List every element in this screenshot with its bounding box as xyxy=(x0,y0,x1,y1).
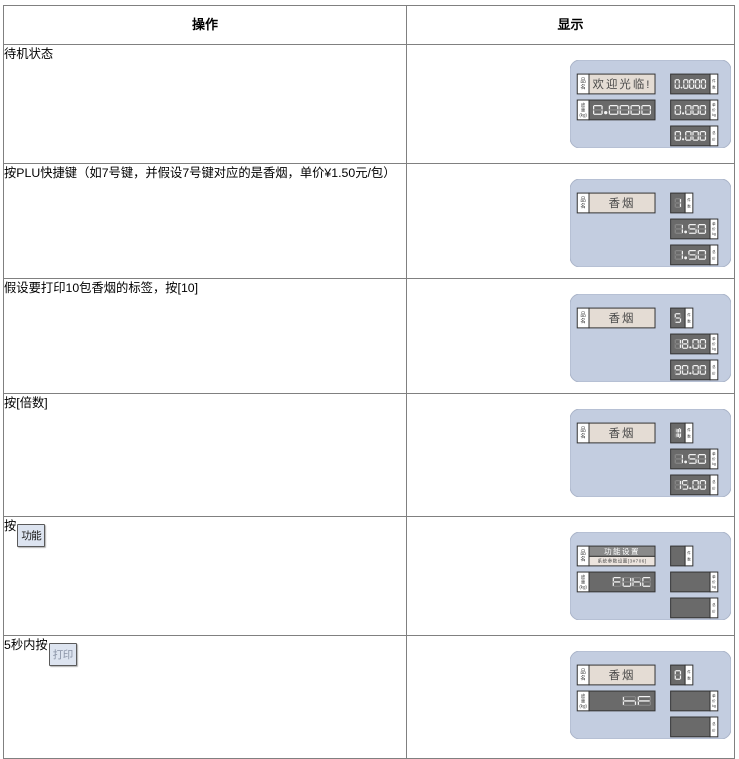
svg-text:(kg): (kg) xyxy=(579,112,587,117)
svg-text:价: 价 xyxy=(712,136,716,141)
svg-text:价: 价 xyxy=(712,457,716,462)
svg-text:价: 价 xyxy=(712,256,716,261)
svg-text:价: 价 xyxy=(712,107,716,112)
svg-text:kg: kg xyxy=(712,704,716,708)
svg-text:名: 名 xyxy=(580,433,585,441)
svg-text:价: 价 xyxy=(712,727,716,732)
svg-text:单: 单 xyxy=(712,452,716,457)
svg-text:单: 单 xyxy=(712,336,716,341)
svg-text:总: 总 xyxy=(712,479,716,484)
svg-text:总: 总 xyxy=(712,364,716,369)
svg-text:品: 品 xyxy=(580,311,586,318)
svg-text:单: 单 xyxy=(712,574,716,579)
svg-text:数: 数 xyxy=(712,85,716,90)
svg-text:价: 价 xyxy=(712,370,716,375)
svg-text:功能设置: 功能设置 xyxy=(604,545,640,555)
svg-text:kg: kg xyxy=(712,463,716,467)
svg-text:价: 价 xyxy=(712,579,716,584)
svg-text:价: 价 xyxy=(712,341,716,346)
svg-text:数: 数 xyxy=(687,318,691,323)
svg-text:香烟: 香烟 xyxy=(609,668,636,682)
svg-text:总: 总 xyxy=(712,130,716,135)
svg-text:名: 名 xyxy=(580,83,585,91)
svg-text:价: 价 xyxy=(712,698,716,703)
svg-text:总: 总 xyxy=(712,601,716,606)
svg-text:名: 名 xyxy=(580,317,585,325)
svg-text:总: 总 xyxy=(712,720,716,725)
svg-text:品: 品 xyxy=(580,668,586,675)
svg-text:单: 单 xyxy=(712,693,716,698)
svg-text:件: 件 xyxy=(712,78,716,83)
svg-text:件: 件 xyxy=(687,549,691,554)
svg-text:名: 名 xyxy=(580,674,585,682)
svg-text:欢迎光临!: 欢迎光临! xyxy=(593,77,652,91)
svg-text:数: 数 xyxy=(687,434,691,439)
svg-text:件: 件 xyxy=(687,668,691,673)
svg-text:价: 价 xyxy=(712,486,716,491)
svg-text:品: 品 xyxy=(580,78,586,85)
svg-text:(kg): (kg) xyxy=(579,584,587,589)
svg-text:kg: kg xyxy=(712,113,716,117)
svg-text:香烟: 香烟 xyxy=(609,311,636,325)
svg-text:kg: kg xyxy=(712,347,716,351)
svg-text:总: 总 xyxy=(712,249,716,254)
svg-text:单: 单 xyxy=(712,102,716,107)
svg-text:香烟: 香烟 xyxy=(609,196,636,210)
svg-text:品: 品 xyxy=(580,197,586,204)
svg-text:名: 名 xyxy=(580,202,585,210)
svg-text:(kg): (kg) xyxy=(579,703,587,708)
svg-text:单: 单 xyxy=(712,222,716,227)
svg-text:价: 价 xyxy=(712,226,716,231)
svg-text:件: 件 xyxy=(687,427,691,432)
svg-text:件: 件 xyxy=(687,312,691,317)
svg-text:数: 数 xyxy=(687,556,691,561)
svg-text:香烟: 香烟 xyxy=(609,426,636,440)
svg-text:品: 品 xyxy=(580,549,586,556)
svg-text:名: 名 xyxy=(580,555,585,563)
svg-text:件: 件 xyxy=(687,197,691,202)
svg-text:系统参数设置[3#706]: 系统参数设置[3#706] xyxy=(597,557,646,564)
svg-text:kg: kg xyxy=(712,232,716,236)
svg-text:数: 数 xyxy=(687,204,691,209)
svg-text:品: 品 xyxy=(580,427,586,434)
svg-text:价: 价 xyxy=(712,608,716,613)
svg-text:数: 数 xyxy=(687,675,691,680)
svg-text:kg: kg xyxy=(712,585,716,589)
